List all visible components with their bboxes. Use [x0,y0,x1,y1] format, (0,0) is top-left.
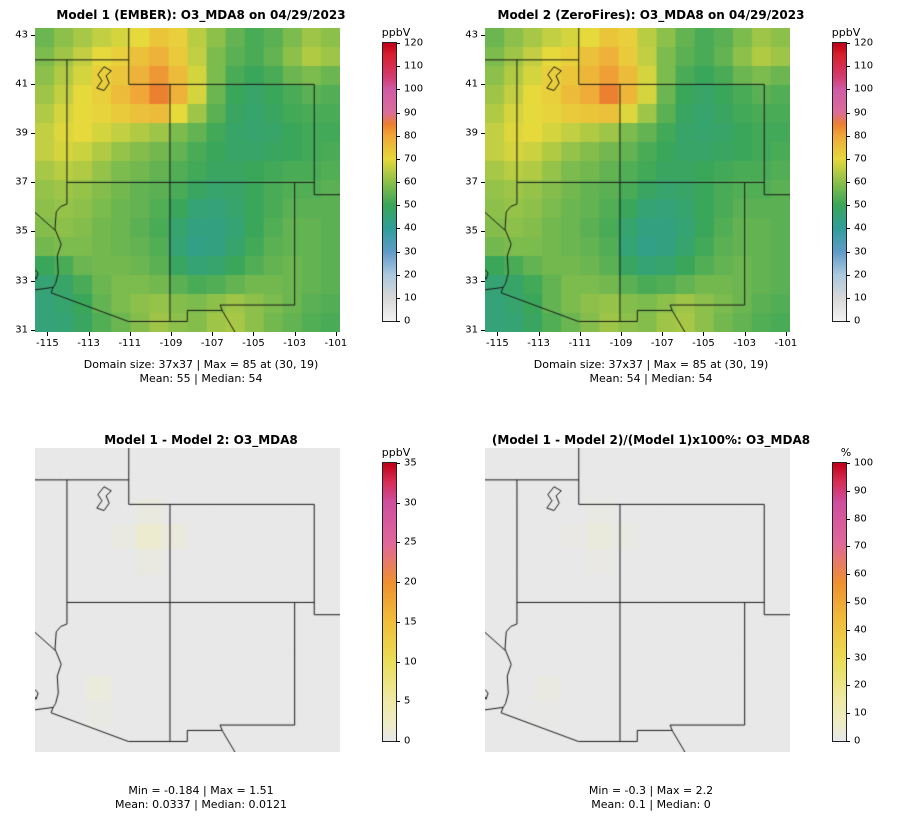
colorbar-label: % [840,446,852,459]
panel-percent-difference: (Model 1 - Model 2)/(Model 1)x100%: O3_M… [450,420,900,840]
stats-line1: Domain size: 37x37 | Max = 85 at (30, 19… [533,358,769,371]
raster-map-canvas [35,448,340,752]
colorbar-ticks: 0 10 20 30 40 50 60 70 80 90 100 110 120 [383,38,449,327]
panel-stats: Domain size: 37x37 | Max = 85 at (30, 19… [450,358,852,387]
colorbar-label: ppbV [831,26,861,39]
panel-stats: Domain size: 37x37 | Max = 85 at (30, 19… [0,358,402,387]
colorbar-gradient [832,42,847,322]
colorbar-gradient [382,42,397,322]
panel-difference: Model 1 - Model 2: O3_MDA8 ppbV 0 5 10 15 20… [0,420,450,840]
map-plot [485,28,790,332]
raster-map-canvas [485,28,790,332]
map-plot [35,448,340,752]
colorbar: ppbV 0 10 20 30 40 50 60 70 80 90 100 110 120 [832,26,899,346]
panel-model2: Model 2 (ZeroFires): O3_MDA8 on 04/29/20… [450,0,900,420]
map-plot [485,448,790,752]
panel-title: Model 2 (ZeroFires): O3_MDA8 on 04/29/20… [497,8,805,22]
panel-title: (Model 1 - Model 2)/(Model 1)x100%: O3_M… [491,433,811,447]
colorbar-gradient [832,462,847,742]
y-axis-ticks: 31 33 35 37 39 41 43 [0,28,35,335]
stats-line1: Min = -0.3 | Max = 2.2 [588,784,714,797]
colorbar-ticks: 0 10 20 30 40 50 60 70 80 90 100 110 120 [833,38,899,327]
x-axis-ticks: -115 -113 -111 -109 -107 -105 -103 -101 [485,332,797,352]
stats-line2: Mean: 55 | Median: 54 [139,372,263,386]
stats-line2: Mean: 54 | Median: 54 [589,372,713,386]
colorbar-ticks: 0 5 10 15 20 25 30 35 [383,458,449,747]
panel-stats: Min = -0.184 | Max = 1.51 Mean: 0.0337 |… [0,784,402,813]
colorbar-gradient [382,462,397,742]
stats-line1: Min = -0.184 | Max = 1.51 [128,784,274,797]
colorbar-label: ppbV [381,446,411,459]
x-axis-ticks: -115 -113 -111 -109 -107 -105 -103 -101 [35,332,347,352]
stats-line1: Domain size: 37x37 | Max = 85 at (30, 19… [83,358,319,371]
raster-map-canvas [35,28,340,332]
y-axis-ticks: 31 33 35 37 39 41 43 [450,28,485,335]
colorbar: ppbV 0 10 20 30 40 50 60 70 80 90 100 110 120 [382,26,449,346]
colorbar-ticks: 0 10 20 30 40 50 60 70 80 90 100 [833,458,899,747]
colorbar: % 0 10 20 30 40 50 60 70 80 90 100 [832,446,899,766]
colorbar: ppbV 0 5 10 15 20 25 30 35 [382,446,449,766]
map-plot [35,28,340,332]
colorbar-label: ppbV [381,26,411,39]
panel-title: Model 1 (EMBER): O3_MDA8 on 04/29/2023 [56,8,346,22]
panel-model1: Model 1 (EMBER): O3_MDA8 on 04/29/2023 3… [0,0,450,420]
raster-map-canvas [485,448,790,752]
stats-line2: Mean: 0.1 | Median: 0 [591,798,711,812]
stats-line2: Mean: 0.0337 | Median: 0.0121 [114,798,288,812]
panel-title: Model 1 - Model 2: O3_MDA8 [104,433,298,447]
panel-stats: Min = -0.3 | Max = 2.2 Mean: 0.1 | Media… [450,784,852,813]
